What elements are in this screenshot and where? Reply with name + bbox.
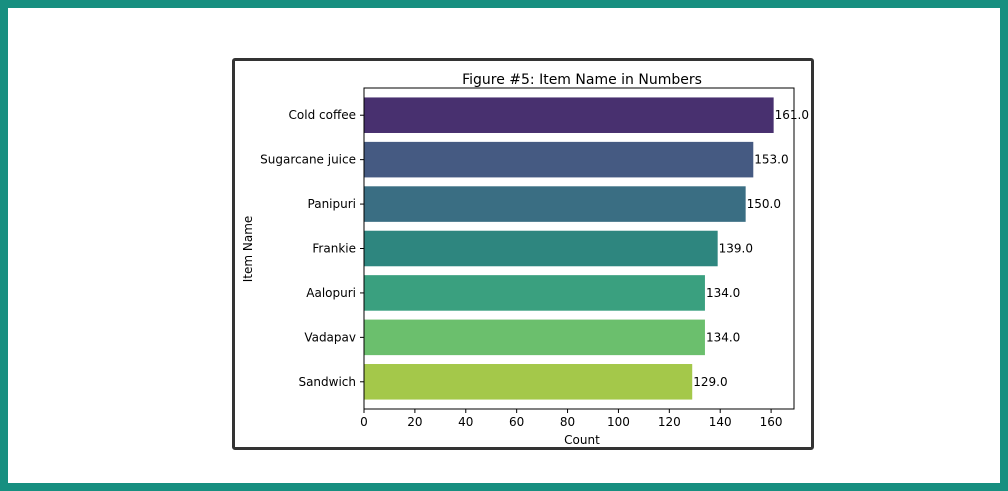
chart-title: Figure #5: Item Name in Numbers xyxy=(462,72,702,88)
y-tick-label: Vadapav xyxy=(304,330,356,344)
x-tick-label: 40 xyxy=(458,415,473,429)
bar-chart: Figure #5: Item Name in Numbers 161.0 153… xyxy=(241,72,809,447)
x-tick-label: 60 xyxy=(509,415,524,429)
bar xyxy=(364,319,705,356)
x-axis-label: Count xyxy=(564,433,600,447)
data-label: 129.0 xyxy=(693,375,727,389)
x-tick-label: 20 xyxy=(407,415,422,429)
bar xyxy=(364,141,754,178)
bar xyxy=(364,275,705,311)
x-tick-label: 0 xyxy=(360,415,368,429)
y-axis-label: Item Name xyxy=(241,216,255,283)
data-label: 134.0 xyxy=(706,330,740,344)
x-tick-label: 80 xyxy=(560,415,575,429)
y-tick-label: Aalopuri xyxy=(306,286,356,300)
y-tick-label: Cold coffee xyxy=(289,108,356,122)
data-label: 153.0 xyxy=(754,153,788,167)
y-tick-label: Sugarcane juice xyxy=(260,153,356,167)
bar xyxy=(364,364,693,400)
data-label: 134.0 xyxy=(706,286,740,300)
ticks-layer: Cold coffee Sugarcane juice Panipuri Franki… xyxy=(260,108,782,429)
x-tick-label: 140 xyxy=(709,415,732,429)
bars-layer: 161.0 153.0 150.0 139.0 134.0 134.0 129.0 xyxy=(364,97,809,400)
y-tick-label: Sandwich xyxy=(298,375,356,389)
data-label: 161.0 xyxy=(775,108,809,122)
y-tick-label: Panipuri xyxy=(308,197,356,211)
bar xyxy=(364,186,746,222)
data-label: 139.0 xyxy=(719,242,753,256)
x-tick-label: 120 xyxy=(658,415,681,429)
figure-panel: Figure #5: Item Name in Numbers 161.0 153… xyxy=(232,58,814,450)
x-tick-label: 100 xyxy=(607,415,630,429)
data-label: 150.0 xyxy=(747,197,781,211)
bar xyxy=(364,97,774,133)
x-tick-label: 160 xyxy=(760,415,783,429)
bar xyxy=(364,230,718,267)
y-tick-label: Frankie xyxy=(312,242,356,256)
